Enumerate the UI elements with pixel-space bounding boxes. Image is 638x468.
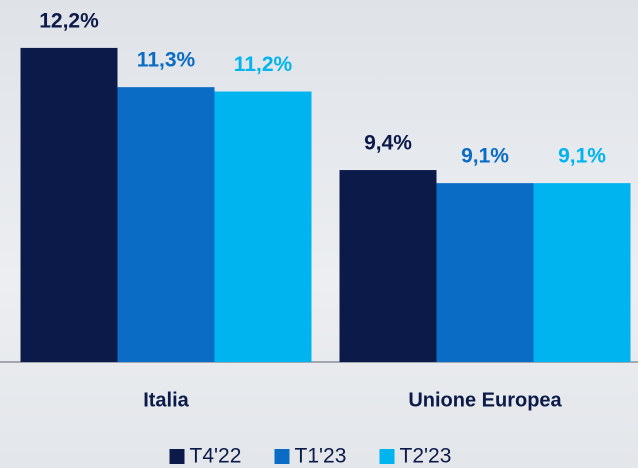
- bar: [20, 47, 118, 363]
- x-tick-label: Unione Europea: [408, 389, 562, 411]
- legend-label: T2'23: [400, 445, 452, 468]
- legend-swatch: [274, 449, 290, 464]
- legend-swatch: [169, 449, 185, 464]
- x-tick-label: Italia: [143, 389, 189, 411]
- value-label: 9,4%: [364, 132, 412, 155]
- bar: [339, 170, 437, 362]
- legend-label: T1'23: [295, 445, 347, 468]
- value-label: 11,2%: [234, 53, 293, 76]
- value-label: 9,1%: [558, 145, 606, 168]
- bar: [117, 87, 215, 362]
- bar: [436, 183, 534, 362]
- bar: [533, 183, 631, 362]
- value-label: 12,2%: [39, 9, 99, 32]
- legend-label: T4'22: [190, 445, 242, 468]
- value-label: 11,3%: [137, 49, 196, 72]
- legend-swatch: [379, 449, 395, 464]
- value-label: 9,1%: [461, 145, 509, 168]
- bar: [214, 91, 312, 363]
